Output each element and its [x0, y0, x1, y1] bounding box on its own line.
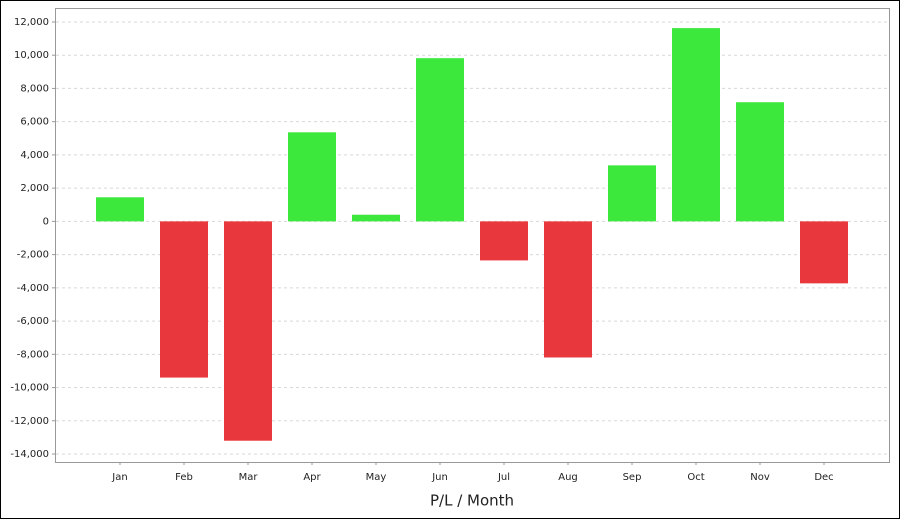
x-tick-label: Mar — [239, 472, 259, 483]
bar — [96, 197, 144, 222]
x-tick-label: Dec — [814, 472, 833, 483]
y-tick-label: -14,000 — [10, 449, 49, 460]
y-tick-label: -6,000 — [17, 316, 49, 327]
y-tick-label: -12,000 — [10, 416, 49, 427]
x-tick-label: Jan — [111, 472, 127, 483]
bar — [224, 221, 272, 441]
y-tick-label: 0 — [43, 216, 49, 227]
bar — [544, 221, 592, 358]
x-tick-label: Feb — [175, 472, 193, 483]
y-tick-label: 10,000 — [14, 50, 49, 61]
y-tick-label: -4,000 — [17, 283, 49, 294]
x-tick-label: Jun — [431, 472, 448, 483]
x-tick-label: Oct — [687, 472, 704, 483]
bar — [288, 132, 336, 222]
y-tick-label: 12,000 — [14, 17, 49, 28]
x-tick-label: Nov — [750, 472, 770, 483]
bar — [736, 102, 784, 222]
bar — [608, 165, 656, 222]
x-tick-label: Aug — [558, 472, 578, 483]
x-tick-label: Apr — [303, 472, 321, 483]
bar — [672, 28, 720, 222]
y-tick-label: -10,000 — [10, 383, 49, 394]
y-tick-label: 4,000 — [20, 150, 49, 161]
y-tick-label: 6,000 — [20, 117, 49, 128]
bar — [352, 214, 400, 222]
x-tick-label: Sep — [623, 472, 642, 483]
x-axis-label: P/L / Month — [430, 492, 514, 510]
bar — [800, 221, 848, 284]
bar — [416, 58, 464, 222]
x-tick-label: Jul — [497, 472, 510, 483]
y-tick-label: 2,000 — [20, 183, 49, 194]
y-tick-label: 8,000 — [20, 83, 49, 94]
y-tick-label: -8,000 — [17, 349, 49, 360]
y-tick-label: -2,000 — [17, 250, 49, 261]
x-tick-label: May — [366, 472, 387, 483]
bar — [160, 221, 208, 378]
bar — [480, 221, 528, 261]
